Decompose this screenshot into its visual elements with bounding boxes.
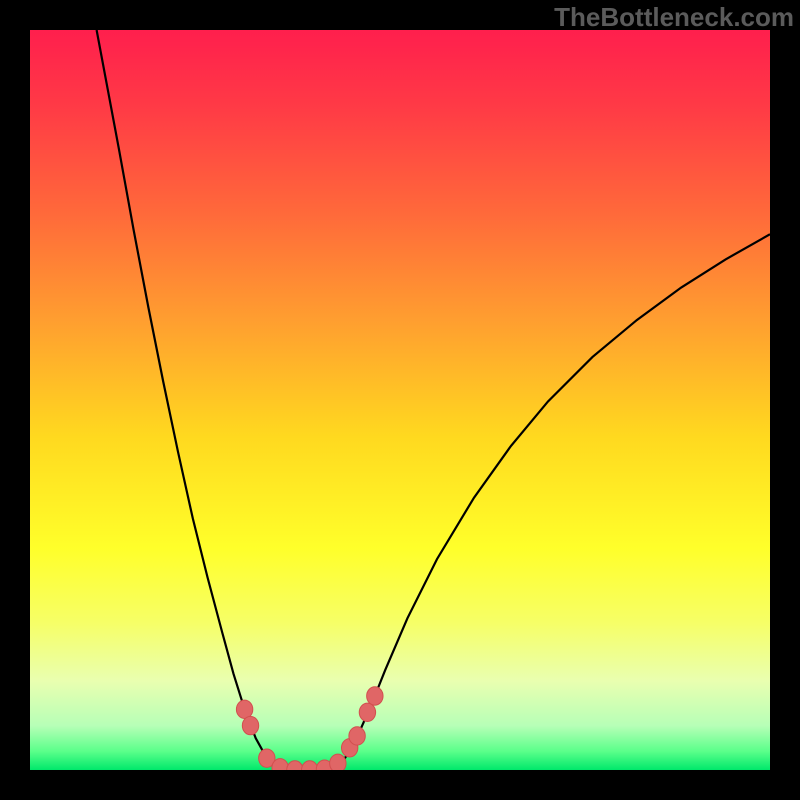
marker-dot <box>287 761 303 779</box>
marker-dot <box>359 703 375 721</box>
chart-svg <box>0 0 800 800</box>
watermark-text: TheBottleneck.com <box>554 2 794 33</box>
marker-dot <box>236 700 252 718</box>
marker-dot <box>367 687 383 705</box>
gradient-background <box>30 30 770 770</box>
marker-dot <box>242 716 258 734</box>
marker-dot <box>330 754 346 772</box>
marker-dot <box>349 727 365 745</box>
marker-dot <box>302 761 318 779</box>
marker-dot <box>272 759 288 777</box>
